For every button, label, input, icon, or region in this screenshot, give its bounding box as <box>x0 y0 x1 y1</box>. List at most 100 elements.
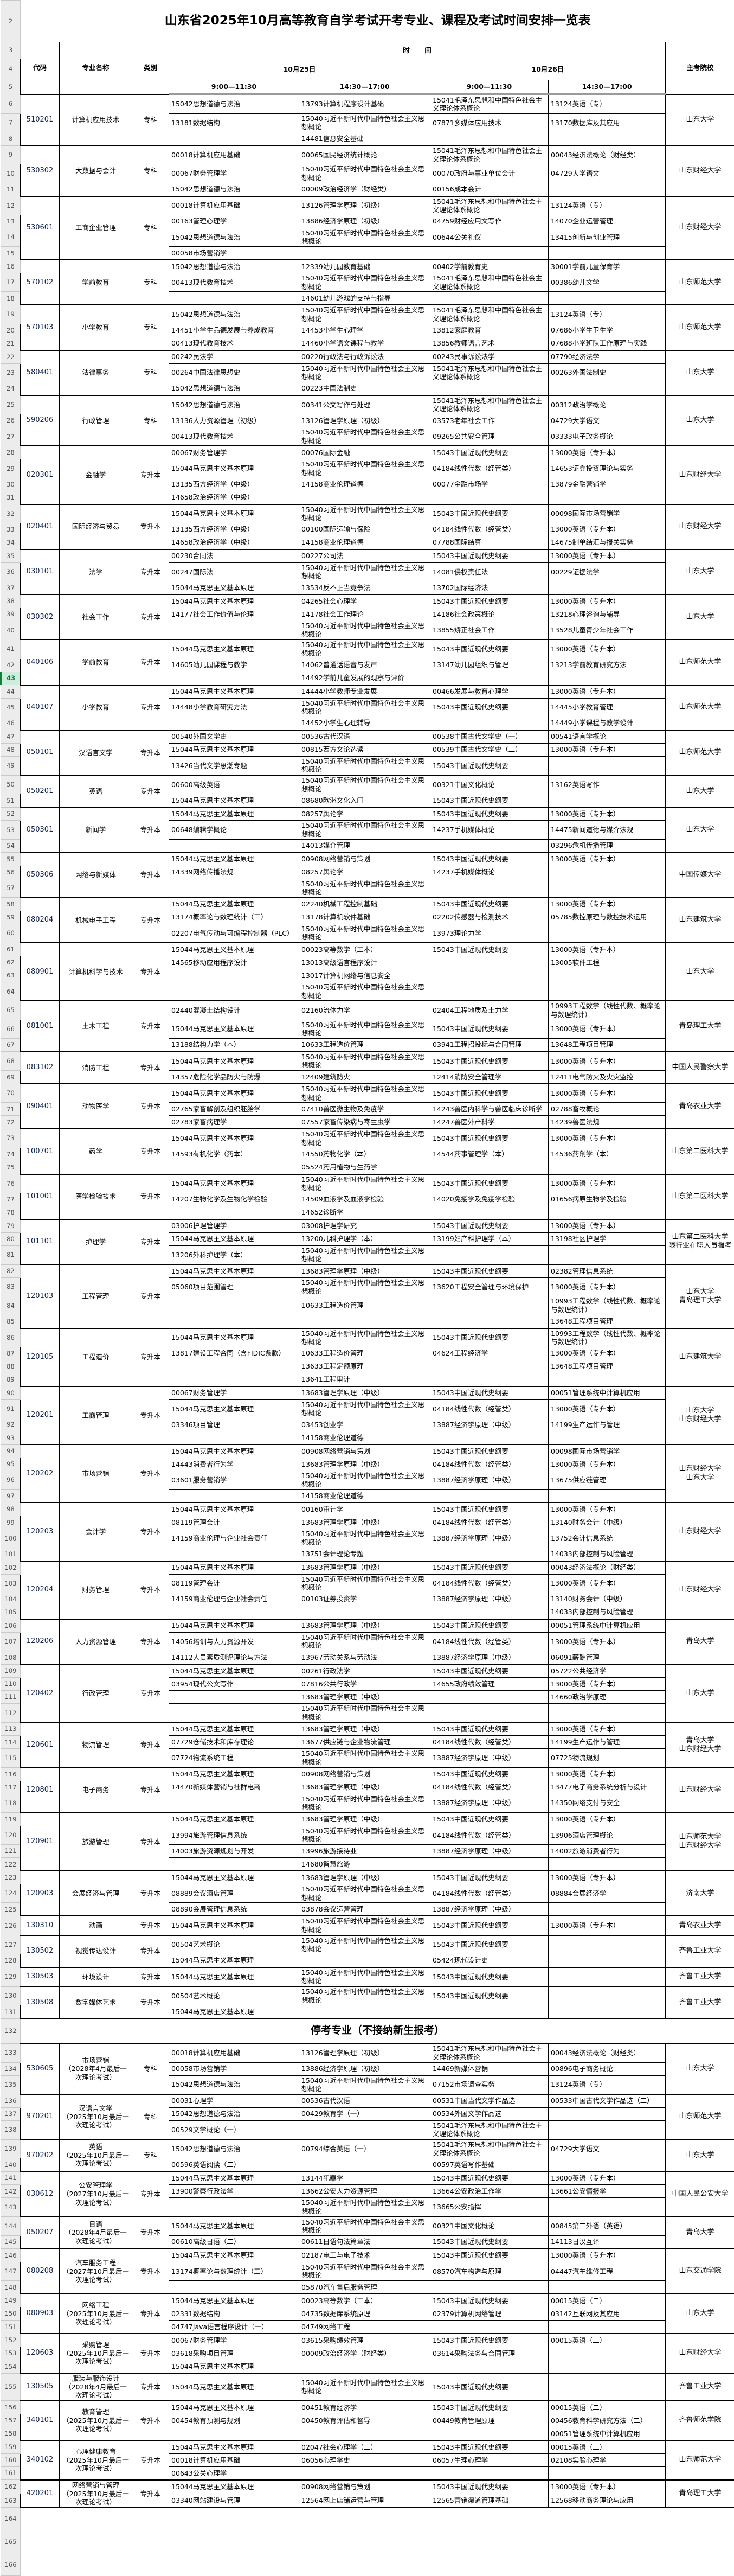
course-cell-d2-pm[interactable]: 13000英语（专升本） <box>549 446 666 459</box>
course-cell-d1-am[interactable]: 15044马克思主义基本原理 <box>169 794 299 808</box>
row-number[interactable]: 14 <box>1 228 21 246</box>
course-cell-d1-pm[interactable] <box>299 247 430 260</box>
course-cell-d2-am[interactable]: 13887经济学原理（中级） <box>430 1529 549 1548</box>
course-cell-d2-pm[interactable]: 13005软件工程 <box>549 956 666 969</box>
row-number[interactable]: 47 <box>1 730 21 744</box>
course-cell-d2-pm[interactable]: 13000英语（专升本） <box>549 1632 666 1651</box>
course-cell-d2-am[interactable]: 03941工程招投标与合同管理 <box>430 1038 549 1052</box>
row-number[interactable]: 102 <box>1 1561 21 1575</box>
course-cell-d1-am[interactable] <box>169 1704 299 1723</box>
course-cell-d1-pm[interactable]: 00341公文写作与处理 <box>299 395 430 414</box>
course-cell-d2-pm[interactable]: 00312政治学概论 <box>549 395 666 414</box>
course-cell-d1-pm[interactable]: 12409建筑防火 <box>299 1071 430 1084</box>
course-cell-d1-pm[interactable]: 00450教育评估和督导 <box>299 2414 430 2427</box>
row-number[interactable]: 45 <box>1 698 21 717</box>
course-cell-d1-am[interactable]: 00413现代教育技术 <box>169 337 299 350</box>
course-cell-d1-pm[interactable]: 03008护理学研究 <box>299 1219 430 1233</box>
major-name-cell[interactable]: 心理健康教育 （2025年10月最后一次理论考试） <box>60 2440 132 2480</box>
row-number[interactable]: 133 <box>1 2043 21 2062</box>
course-cell-d2-pm[interactable]: 14239兽医法规 <box>549 1116 666 1129</box>
course-cell-d2-pm[interactable]: 12568移动商务理论与应用 <box>549 2494 666 2507</box>
course-cell-d1-pm[interactable]: 15040习近平新时代中国特色社会主义思想概论 <box>299 775 430 794</box>
row-number[interactable]: 44 <box>1 685 21 699</box>
course-cell-d1-pm[interactable]: 15040习近平新时代中国特色社会主义思想概论 <box>299 1129 430 1148</box>
course-cell-d1-pm[interactable]: 02187电工与电子技术 <box>299 2249 430 2262</box>
course-cell-d1-pm[interactable]: 15040习近平新时代中国特色社会主义思想概论 <box>299 459 430 478</box>
course-cell-d1-pm[interactable]: 15040习近平新时代中国特色社会主义思想概论 <box>299 1884 430 1903</box>
course-cell-d2-pm[interactable]: 13000英语（专升本） <box>549 1678 666 1691</box>
course-cell-d1-am[interactable]: 15042思想道德与法治 <box>169 2139 299 2158</box>
course-cell-d1-am[interactable] <box>169 1373 299 1386</box>
course-cell-d2-pm[interactable]: 08884会展经济学 <box>549 1884 666 1903</box>
category-cell[interactable]: 专升本 <box>132 943 169 1001</box>
course-cell-d1-am[interactable]: 14207生物化学及生物化学检验 <box>169 1193 299 1206</box>
course-cell-d1-am[interactable] <box>169 1161 299 1174</box>
course-cell-d2-pm[interactable]: 13000英语（专升本） <box>549 1768 666 1781</box>
category-cell[interactable]: 专升本 <box>132 1219 169 1264</box>
major-name-cell[interactable]: 网络与新媒体 <box>60 853 132 898</box>
category-cell[interactable]: 专升本 <box>132 1328 169 1386</box>
category-cell[interactable]: 专升本 <box>132 1561 169 1619</box>
major-code-cell[interactable]: 020401 <box>21 504 60 549</box>
row-number[interactable]: 123 <box>1 1871 21 1884</box>
course-cell-d1-am[interactable]: 15044马克思主义基本原理 <box>169 898 299 911</box>
row-number[interactable]: 94 <box>1 1444 21 1458</box>
course-cell-d1-pm[interactable]: 15040习近平新时代中国特色社会主义思想概论 <box>299 273 430 292</box>
course-cell-d1-pm[interactable]: 15040习近平新时代中国特色社会主义思想概论 <box>299 1704 430 1723</box>
school-cell[interactable]: 山东大学 <box>666 549 734 595</box>
course-cell-d2-pm[interactable] <box>549 879 666 898</box>
category-cell[interactable]: 专科 <box>132 305 169 350</box>
course-cell-d2-pm[interactable]: 07725物流规划 <box>549 1749 666 1768</box>
course-cell-d2-pm[interactable]: 13000英语（专升本） <box>549 1174 666 1193</box>
row-number[interactable]: 150 <box>1 2307 21 2321</box>
school-cell[interactable]: 山东财经大学 山东大学 <box>666 1444 734 1503</box>
school-cell[interactable]: 青岛理工大学 <box>666 2480 734 2507</box>
course-cell-d2-pm[interactable]: 14350网络支付与安全 <box>549 1794 666 1813</box>
course-cell-d1-am[interactable]: 03601服务营销学 <box>169 1471 299 1490</box>
course-cell-d2-am[interactable]: 07152市场调查实务 <box>430 2075 549 2094</box>
row-number[interactable]: 161 <box>1 2466 21 2480</box>
school-cell[interactable]: 山东大学 <box>666 2043 734 2094</box>
major-code-cell[interactable]: 340102 <box>21 2440 60 2480</box>
major-name-cell[interactable]: 市场营销 <box>60 1444 132 1503</box>
row-number[interactable]: 40 <box>1 621 21 640</box>
school-cell[interactable]: 山东大学 <box>666 943 734 1001</box>
major-name-cell[interactable]: 学前教育 <box>60 260 132 305</box>
course-cell-d2-am[interactable]: 13665公安指挥 <box>430 2198 549 2217</box>
category-cell[interactable]: 专升本 <box>132 1768 169 1813</box>
row-number[interactable]: 159 <box>1 2440 21 2454</box>
course-cell-d1-pm[interactable]: 15040习近平新时代中国特色社会主义思想概论 <box>299 363 430 382</box>
course-cell-d2-pm[interactable]: 00533中国古代文学作品选（二） <box>549 2094 666 2108</box>
row-number[interactable]: 19 <box>1 305 21 324</box>
major-code-cell[interactable]: 120202 <box>21 1444 60 1503</box>
course-cell-d1-pm[interactable]: 07816公共行政学 <box>299 1678 430 1691</box>
course-cell-d1-am[interactable]: 13135西方经济学（中级） <box>169 523 299 536</box>
row-number[interactable]: 122 <box>1 1858 21 1871</box>
course-cell-d1-pm[interactable]: 13683管理学原理（中级） <box>299 1871 430 1884</box>
course-cell-d2-am[interactable]: 04184线性代数（经管类） <box>430 1516 549 1529</box>
row-number[interactable]: 22 <box>1 350 21 364</box>
course-cell-d1-am[interactable]: 00018计算机应用基础 <box>169 2453 299 2466</box>
course-cell-d2-pm[interactable]: 13140财务会计（中级） <box>549 1516 666 1529</box>
category-cell[interactable]: 专升本 <box>132 1619 169 1664</box>
course-cell-d1-am[interactable]: 15044马克思主义基本原理 <box>169 504 299 523</box>
row-number[interactable]: 6 <box>1 94 21 114</box>
course-cell-d1-am[interactable]: 13426当代文学思潮专题 <box>169 756 299 775</box>
course-cell-d2-am[interactable] <box>430 1206 549 1219</box>
course-cell-d2-am[interactable]: 13887经济学原理（中级） <box>430 1903 549 1916</box>
row-number[interactable]: 78 <box>1 1206 21 1219</box>
course-cell-d1-pm[interactable]: 13126管理学原理（初级） <box>299 2043 430 2062</box>
school-cell[interactable]: 青岛大学 山东财经大学 <box>666 1722 734 1767</box>
course-cell-d1-am[interactable]: 15044马克思主义基本原理 <box>169 1619 299 1633</box>
course-cell-d1-am[interactable] <box>169 1490 299 1503</box>
row-number[interactable]: 164 <box>1 2507 21 2530</box>
course-cell-d2-pm[interactable] <box>549 982 666 1001</box>
course-cell-d1-pm[interactable]: 12339幼儿园教育基础 <box>299 260 430 273</box>
course-cell-d1-pm[interactable]: 14158商业伦理道德 <box>299 1431 430 1445</box>
row-number[interactable]: 18 <box>1 292 21 305</box>
course-cell-d2-am[interactable]: 00597英语写作基础 <box>430 2158 549 2172</box>
course-cell-d1-pm[interactable] <box>299 1606 430 1619</box>
course-cell-d1-am[interactable]: 13188结构力学（本） <box>169 1038 299 1052</box>
course-cell-d1-pm[interactable]: 13013高级语言程序设计 <box>299 956 430 969</box>
major-code-cell[interactable]: 130310 <box>21 1916 60 1935</box>
